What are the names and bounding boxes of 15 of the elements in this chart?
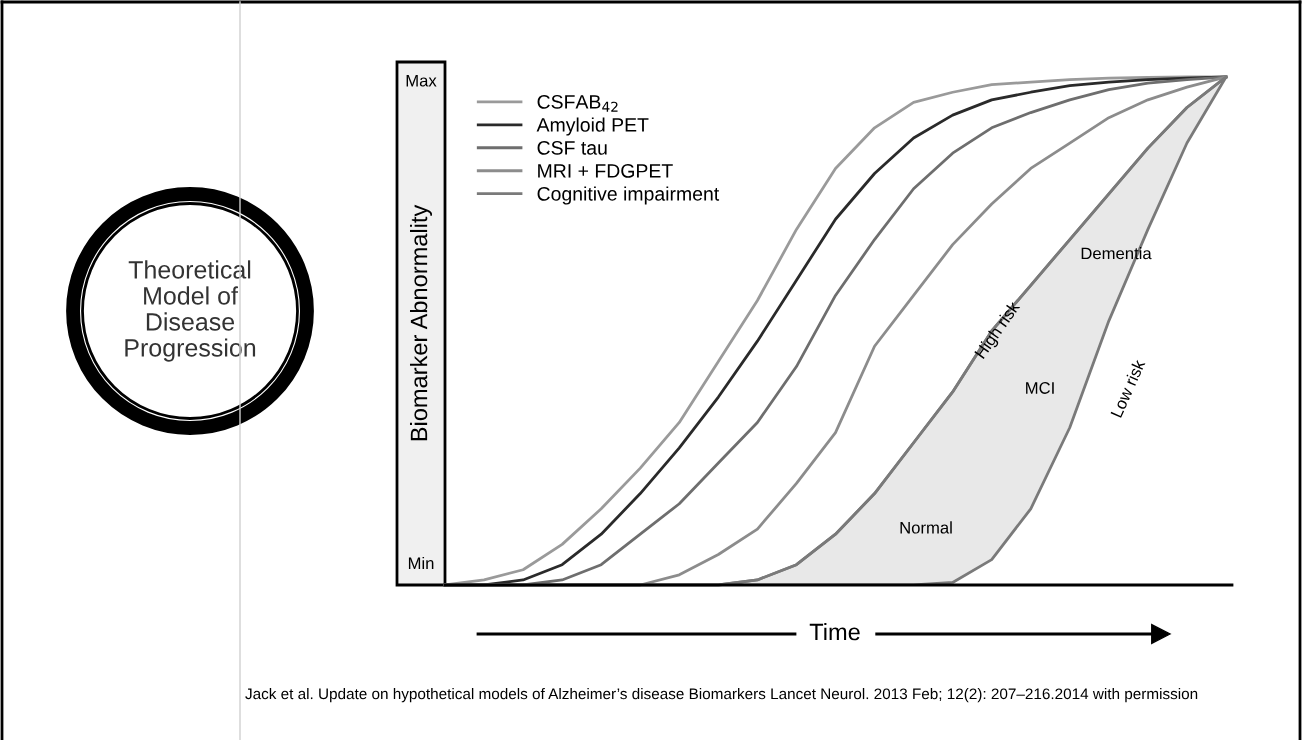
text: Min (408, 556, 434, 569)
annotation: Dementia (1081, 247, 1152, 260)
text: Jack et al. Update on hypothetical models of Alzheimer’s disease Biomarkers Lancet Neurol. 2013 Feb; 12(2): 207–216.2014 with permission (245, 688, 1198, 703)
x-axis-title: Time (809, 622, 860, 641)
legend-label: CSFAB$_{42}$ (537, 94, 618, 112)
annotation: MCI (1026, 382, 1054, 394)
legend-label: MRI + FDGPET (538, 163, 673, 178)
annotation: Normal (900, 521, 952, 534)
legend-label: CSF tau (537, 140, 607, 155)
text: Theoretical Model of Disease Progression (125, 260, 256, 362)
y-axis-title: Biomarker Abnormality (409, 204, 432, 441)
text: Max (406, 74, 437, 87)
annotation: Low risk (1110, 358, 1146, 418)
legend-label: Cognitive impairment (537, 186, 720, 205)
legend-label: Amyloid PET (536, 117, 649, 136)
